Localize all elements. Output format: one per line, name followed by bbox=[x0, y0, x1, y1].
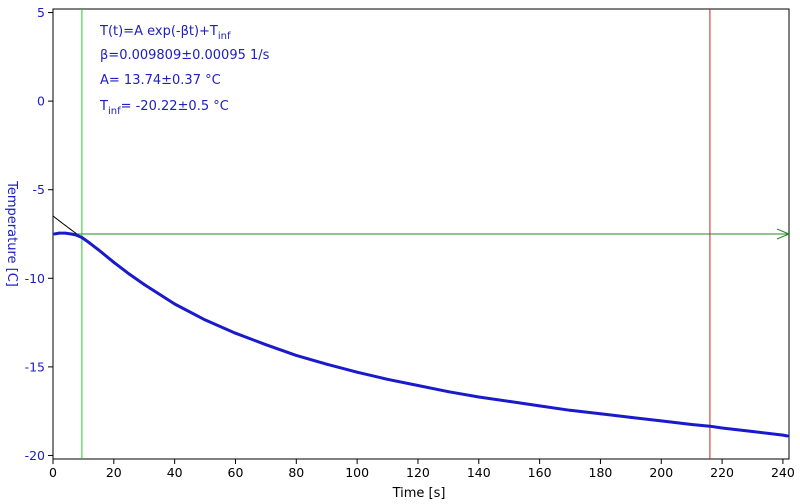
data-point bbox=[234, 331, 237, 335]
x-axis-ticks: 0 20 40 60 80 100 120 140 160 180 200 220 240 bbox=[49, 459, 795, 480]
x-tick-label: 80 bbox=[288, 465, 304, 480]
data-point bbox=[264, 343, 268, 347]
fit-tinf-text: Tinf= -20.22±0.5 °C bbox=[99, 99, 229, 117]
data-point bbox=[112, 260, 116, 264]
y-tick-label: -10 bbox=[25, 271, 45, 286]
data-point bbox=[127, 272, 131, 276]
data-point bbox=[63, 231, 67, 235]
data-point bbox=[751, 430, 754, 433]
data-point bbox=[659, 419, 663, 423]
data-point bbox=[80, 236, 84, 239]
data-point bbox=[507, 400, 511, 403]
data-point bbox=[97, 248, 100, 252]
y-axis-title: Temperature [C] bbox=[4, 180, 19, 287]
data-point bbox=[629, 416, 633, 419]
data-point bbox=[294, 354, 298, 357]
data-point bbox=[720, 426, 724, 430]
fit-tinf-prefix: T bbox=[99, 99, 108, 114]
data-point bbox=[74, 233, 78, 237]
x-tick-label: 220 bbox=[710, 465, 734, 480]
y-tick-label: 5 bbox=[37, 5, 45, 20]
data-point bbox=[781, 433, 785, 437]
data-point bbox=[599, 412, 602, 416]
data-point bbox=[325, 362, 329, 366]
x-tick-label: 120 bbox=[406, 465, 430, 480]
horizontal-marker-arrow bbox=[776, 228, 791, 240]
y-tick-label: -15 bbox=[25, 359, 45, 374]
fit-tinf-subscript: inf bbox=[108, 106, 121, 117]
x-tick-label: 100 bbox=[345, 465, 369, 480]
x-tick-label: 60 bbox=[228, 465, 244, 480]
data-point bbox=[708, 424, 712, 428]
y-tick-label: 0 bbox=[37, 94, 45, 109]
x-tick-label: 140 bbox=[467, 465, 491, 480]
data-point bbox=[477, 395, 481, 399]
fit-tinf-value: = -20.22±0.5 °C bbox=[121, 99, 229, 114]
x-axis-title: Time [s] bbox=[392, 486, 446, 501]
data-point bbox=[88, 241, 91, 245]
fit-amplitude-text: A= 13.74±0.37 °C bbox=[100, 73, 221, 88]
x-tick-label: 20 bbox=[106, 465, 122, 480]
data-point bbox=[690, 423, 694, 426]
data-point bbox=[142, 283, 146, 286]
fit-model-subscript: inf bbox=[218, 31, 231, 42]
data-point bbox=[57, 231, 61, 235]
data-point bbox=[447, 390, 450, 394]
data-point bbox=[203, 318, 207, 322]
data-point bbox=[173, 302, 177, 306]
fit-model-main: T(t)=A exp(-βt)+T bbox=[99, 24, 218, 39]
x-tick-label: 240 bbox=[771, 465, 795, 480]
data-point bbox=[786, 434, 789, 438]
cursor-overlays bbox=[53, 9, 791, 459]
data-point bbox=[416, 384, 420, 387]
data-point bbox=[355, 370, 359, 374]
data-point bbox=[568, 408, 572, 412]
x-tick-label: 160 bbox=[528, 465, 552, 480]
fit-annotation: T(t)=A exp(-βt)+Tinf β=0.009809±0.00095 … bbox=[99, 24, 270, 117]
temperature-series-line bbox=[54, 231, 788, 438]
fit-model-text: T(t)=A exp(-βt)+Tinf bbox=[99, 24, 231, 42]
data-point bbox=[386, 377, 389, 381]
fit-beta-text: β=0.009809±0.00095 1/s bbox=[100, 48, 270, 63]
data-point bbox=[69, 232, 73, 236]
data-point bbox=[53, 232, 56, 236]
y-tick-label: -5 bbox=[33, 182, 45, 197]
x-tick-label: 200 bbox=[649, 465, 673, 480]
x-tick-label: 0 bbox=[49, 465, 57, 480]
y-axis-ticks: 5 0 -5 -10 -15 -20 bbox=[25, 5, 53, 463]
y-tick-label: -20 bbox=[25, 448, 45, 463]
x-tick-label: 180 bbox=[589, 465, 613, 480]
data-point bbox=[538, 404, 541, 408]
x-tick-label: 40 bbox=[167, 465, 183, 480]
series-layer bbox=[52, 215, 789, 438]
